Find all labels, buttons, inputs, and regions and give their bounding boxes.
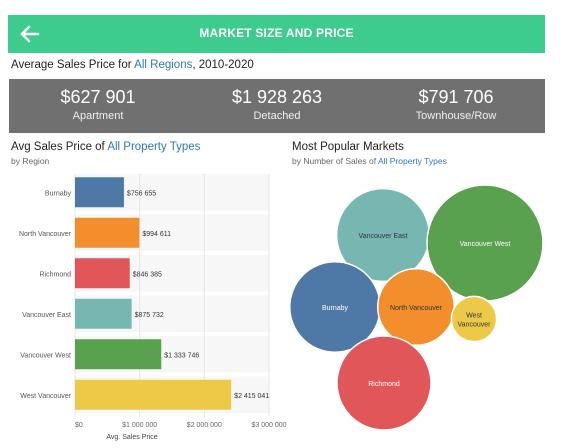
kpi-label: Townhouse/Row xyxy=(415,110,497,122)
all-regions-link[interactable]: All Regions xyxy=(134,59,193,71)
bubble[interactable] xyxy=(450,295,498,343)
bar[interactable] xyxy=(75,298,132,329)
kpi-detached: $1 928 263 Detached xyxy=(188,87,366,122)
bar-chart: Burnaby $756 655 North Vancouver $994 611 Ri… xyxy=(19,174,287,441)
bubble-chart-subtitle: by Number of Sales of All Property Types xyxy=(292,156,447,166)
page-subtitle: Average Sales Price for All Regions, 201… xyxy=(11,59,254,71)
category-label: Vancouver East xyxy=(22,312,71,319)
category-label: North Vancouver xyxy=(19,231,72,238)
kpi-apartment: $627 901 Apartment xyxy=(9,87,187,122)
bubble[interactable] xyxy=(336,335,432,431)
bubble-label: North Vancouver xyxy=(390,305,443,312)
category-label: West Vancouver xyxy=(20,393,71,400)
tick-label: $3 000 000 xyxy=(251,422,286,429)
category-label: Vancouver West xyxy=(20,352,71,359)
bar[interactable] xyxy=(75,217,140,248)
page-title: MARKET SIZE AND PRICE xyxy=(199,26,354,40)
bar[interactable] xyxy=(75,258,130,289)
value-label: $1 333 746 xyxy=(164,352,199,359)
kpi-value: $791 706 xyxy=(418,87,494,107)
tick-label: $0 xyxy=(75,422,83,429)
bubble-label: Burnaby xyxy=(322,305,349,312)
kpi-band: $627 901 Apartment $1 928 263 Detached $… xyxy=(9,79,545,133)
bar-chart-title: Avg Sales Price of All Property Types xyxy=(11,141,200,153)
value-label: $2 415 041 xyxy=(234,393,269,400)
bubble-chart-subtitle-prefix: by Number of Sales of xyxy=(292,156,378,166)
tick-label: $1 000 000 xyxy=(122,422,157,429)
category-label: Richmond xyxy=(39,271,71,278)
bubble-label: West xyxy=(466,313,482,320)
kpi-label: Detached xyxy=(253,110,301,122)
bar-chart-title-prefix: Avg Sales Price of xyxy=(11,141,108,153)
bubble-label: Vancouver West xyxy=(460,241,511,248)
x-axis-label: Avg. Sales Price xyxy=(106,434,157,441)
value-label: $756 655 xyxy=(127,190,156,197)
kpi-value: $627 901 xyxy=(60,87,136,107)
arrow-left-icon[interactable] xyxy=(18,22,42,46)
category-label: Burnaby xyxy=(45,190,72,197)
kpi-label: Apartment xyxy=(72,110,124,122)
kpi-townhouse: $791 706 Townhouse/Row xyxy=(367,87,545,122)
subtitle-suffix: , 2010-2020 xyxy=(192,59,254,71)
property-types-link[interactable]: All Property Types xyxy=(107,141,201,153)
value-label: $875 732 xyxy=(135,312,164,319)
bubble-chart-title: Most Popular Markets xyxy=(292,141,404,153)
bubble-label: Vancouver xyxy=(458,322,492,329)
bubble-chart: Vancouver East Vancouver West Burnaby North… xyxy=(289,184,544,431)
tick-label: $2 000 000 xyxy=(187,422,222,429)
bubble-property-types-link[interactable]: All Property Types xyxy=(378,156,447,166)
bar-chart-subtitle: by Region xyxy=(11,156,50,166)
header-bar: MARKET SIZE AND PRICE xyxy=(8,15,545,53)
bar[interactable] xyxy=(75,379,232,410)
value-label: $994 611 xyxy=(142,231,171,238)
bubble-label: Richmond xyxy=(368,381,400,388)
bar[interactable] xyxy=(75,177,124,208)
subtitle-prefix: Average Sales Price for xyxy=(11,59,135,71)
value-label: $846 385 xyxy=(133,271,162,278)
bar[interactable] xyxy=(75,339,162,370)
kpi-value: $1 928 263 xyxy=(231,87,323,107)
bubble-label: Vancouver East xyxy=(359,233,408,240)
